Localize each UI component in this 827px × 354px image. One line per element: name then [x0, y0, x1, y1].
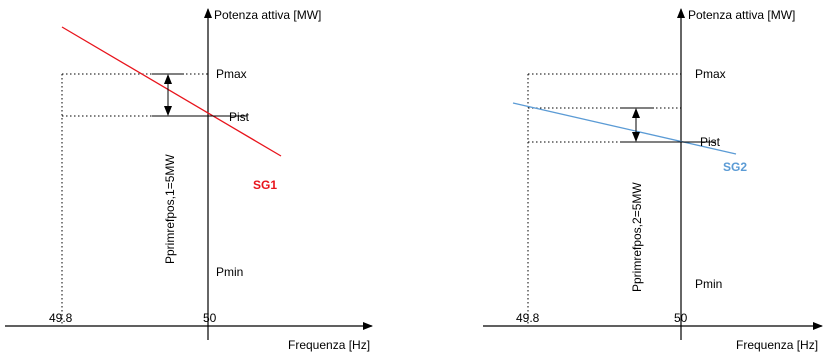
x-tick-center: 50 — [203, 311, 217, 325]
x-tick-center: 50 — [674, 311, 688, 325]
x-axis-label: Frequenza [Hz] — [736, 338, 818, 352]
x-tick-min: 49.8 — [49, 311, 73, 325]
pmax-label: Pmax — [216, 67, 247, 81]
curve-label: SG1 — [253, 178, 277, 192]
x-axis-label: Frequenza [Hz] — [288, 338, 370, 352]
pist-label: Pist — [229, 110, 250, 124]
diagram-sg2: Potenza attiva [MW] Frequenza [Hz] 49.8 … — [483, 8, 823, 352]
diagram-sg1: Potenza attiva [MW] Frequenza [Hz] 49.8 … — [5, 8, 373, 352]
x-tick-min: 49.8 — [516, 311, 540, 325]
y-axis-label: Potenza attiva [MW] — [214, 8, 321, 22]
pist-label: Pist — [700, 135, 721, 149]
y-axis-label: Potenza attiva [MW] — [688, 8, 795, 22]
pmin-label: Pmin — [216, 265, 243, 279]
pmin-label: Pmin — [695, 277, 722, 291]
sg2-droop-line — [512, 102, 737, 155]
delta-label: Pprimrefpos,1=5MW — [163, 154, 177, 264]
delta-label: Pprimrefpos,2=5MW — [630, 182, 644, 292]
sg1-droop-line — [61, 26, 282, 157]
curve-label: SG2 — [723, 160, 747, 174]
pmax-label: Pmax — [695, 67, 726, 81]
